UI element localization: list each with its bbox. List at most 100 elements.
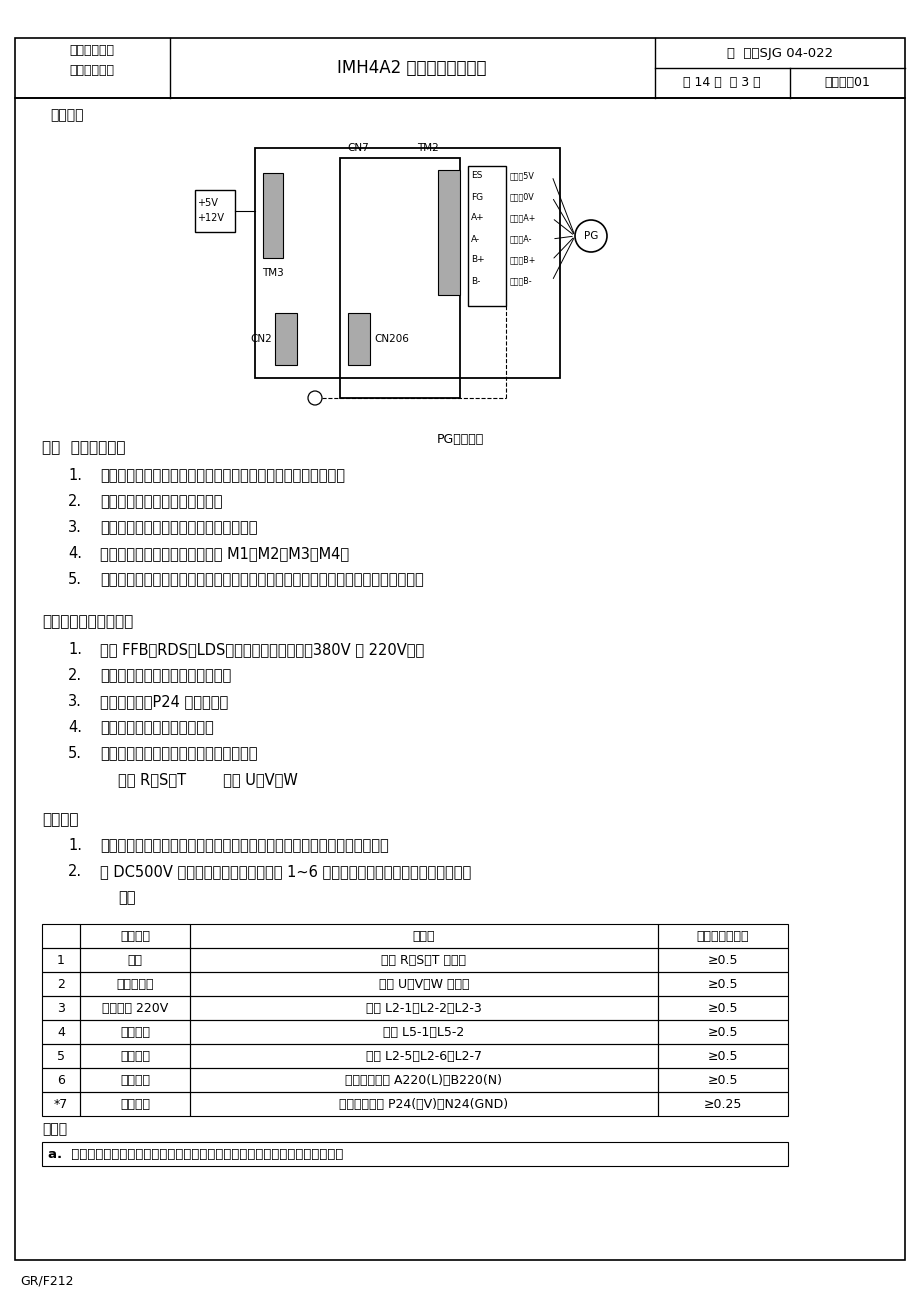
Bar: [190, 1019, 657, 1044]
Bar: [340, 158, 460, 398]
Bar: [657, 1044, 788, 1068]
Text: 端子 R、S、T 短接点: 端子 R、S、T 短接点: [381, 953, 466, 966]
Text: 端子 L2-1、L2-2、L2-3: 端子 L2-1、L2-2、L2-3: [366, 1001, 482, 1014]
Bar: [42, 1019, 80, 1044]
Bar: [42, 1142, 788, 1167]
Text: 信号回路: 信号回路: [119, 1098, 150, 1111]
Text: PG: PG: [584, 230, 597, 241]
Text: 编码器B-: 编码器B-: [509, 276, 532, 285]
Text: 3: 3: [57, 1001, 65, 1014]
Text: 1.: 1.: [68, 642, 82, 658]
Bar: [657, 1068, 788, 1092]
Text: 拆除变频器、P24 的接地线；: 拆除变频器、P24 的接地线；: [100, 694, 228, 710]
Text: 5.: 5.: [68, 572, 82, 587]
Text: 6: 6: [57, 1074, 65, 1086]
Bar: [437, 171, 460, 296]
Text: 4.: 4.: [68, 546, 82, 561]
Bar: [42, 1044, 80, 1068]
Text: 版本号：01: 版本号：01: [823, 77, 869, 90]
Text: TM2: TM2: [416, 143, 438, 154]
Text: 编码器0V: 编码器0V: [509, 193, 534, 202]
Text: 用 DC500V 直流高阻表分别测试下表中 1~6 项各回路与控制柜接地板之间的绝缘电: 用 DC500V 直流高阻表分别测试下表中 1~6 项各回路与控制柜接地板之间的…: [100, 865, 471, 879]
Text: ≥0.5: ≥0.5: [707, 1049, 737, 1062]
Text: ≥0.5: ≥0.5: [707, 1026, 737, 1039]
Bar: [42, 1068, 80, 1092]
Bar: [80, 1068, 190, 1092]
Bar: [80, 996, 190, 1019]
Text: 4.: 4.: [68, 720, 82, 736]
Text: 端子 U、V、W 短接点: 端子 U、V、W 短接点: [379, 978, 469, 991]
Text: ≥0.5: ≥0.5: [707, 953, 737, 966]
Bar: [190, 1044, 657, 1068]
Text: *7: *7: [54, 1098, 68, 1111]
Bar: [42, 948, 80, 973]
Text: 制动电阻: 制动电阻: [119, 1026, 150, 1039]
Text: TM3: TM3: [262, 268, 284, 279]
Bar: [15, 98, 904, 1260]
Bar: [190, 996, 657, 1019]
Bar: [42, 996, 80, 1019]
Text: 定位孔。: 定位孔。: [50, 108, 84, 122]
Text: 标准值（兆欧）: 标准值（兆欧）: [696, 930, 748, 943]
Text: 用线夹短接下列动力柜中的端子和元件：: 用线夹短接下列动力柜中的端子和元件：: [100, 746, 257, 760]
Text: 开关电源端子 P24(＋V)、N24(GND): 开关电源端子 P24(＋V)、N24(GND): [339, 1098, 508, 1111]
Text: 1.: 1.: [68, 838, 82, 853]
Text: 接上动力柜与控制柜的连接电缆 M1～M2，M3～M4；: 接上动力柜与控制柜的连接电缆 M1～M2，M3～M4；: [100, 546, 348, 561]
Text: 开关电源端子 A220(L)、B220(N): 开关电源端子 A220(L)、B220(N): [346, 1074, 502, 1086]
Text: 检查对照色线连接旋转编码器是否正确；: 检查对照色线连接旋转编码器是否正确；: [100, 519, 257, 535]
Bar: [468, 165, 505, 306]
Text: CN7: CN7: [346, 143, 369, 154]
Bar: [42, 973, 80, 996]
Text: ≥0.5: ≥0.5: [707, 1074, 737, 1086]
Bar: [190, 1068, 657, 1092]
Text: 编码器A+: 编码器A+: [509, 214, 536, 223]
Text: 将所有的开关置于正常状态；: 将所有的开关置于正常状态；: [100, 720, 213, 736]
Text: B+: B+: [471, 255, 484, 264]
Text: 控制回路: 控制回路: [119, 1074, 150, 1086]
Text: 2: 2: [57, 978, 65, 991]
Bar: [190, 948, 657, 973]
Text: ≥0.25: ≥0.25: [703, 1098, 742, 1111]
Bar: [80, 948, 190, 973]
Text: 工业有限公司: 工业有限公司: [70, 65, 114, 78]
Text: 电路名称: 电路名称: [119, 930, 150, 943]
Text: 3.: 3.: [68, 519, 82, 535]
Text: +5V: +5V: [197, 198, 218, 208]
Text: 3.: 3.: [68, 694, 82, 710]
Text: ES: ES: [471, 172, 482, 181]
Text: 照明回路 220V: 照明回路 220V: [102, 1001, 168, 1014]
Bar: [263, 173, 283, 258]
Text: 用模拟测试表量度下表中带（＊）的回路与控制柜接地板之间的绝缘电阻；: 用模拟测试表量度下表中带（＊）的回路与控制柜接地板之间的绝缘电阻；: [100, 838, 389, 853]
Text: CN206: CN206: [374, 335, 408, 344]
Text: 端子 R、S、T        端子 U、V、W: 端子 R、S、T 端子 U、V、W: [118, 772, 298, 786]
Text: IMH4A2 变频扶梯调试手册: IMH4A2 变频扶梯调试手册: [337, 59, 486, 77]
Text: 电动机回路: 电动机回路: [116, 978, 153, 991]
Text: PG卡接线图: PG卡接线图: [436, 434, 483, 447]
Text: 端子 L2-5、L2-6、L2-7: 端子 L2-5、L2-6、L2-7: [366, 1049, 482, 1062]
Text: 断开 FFB、RDS、LDS，断开机房电源开关（380V 和 220V）；: 断开 FFB、RDS、LDS，断开机房电源开关（380V 和 220V）；: [100, 642, 424, 658]
Bar: [80, 1044, 190, 1068]
Text: ≥0.5: ≥0.5: [707, 978, 737, 991]
Bar: [347, 312, 369, 365]
Text: CN2: CN2: [250, 335, 272, 344]
Bar: [80, 1019, 190, 1044]
Text: B-: B-: [471, 276, 480, 285]
Text: 2.: 2.: [68, 668, 82, 684]
Text: A-: A-: [471, 234, 480, 243]
Text: FG: FG: [471, 193, 482, 202]
Bar: [657, 996, 788, 1019]
Bar: [255, 148, 560, 378]
Text: 5.: 5.: [68, 746, 82, 760]
Text: a.  不要用高阻表对变频器的控制端子进行测试，否则将损坏变频器的电气元件。: a. 不要用高阻表对变频器的控制端子进行测试，否则将损坏变频器的电气元件。: [48, 1147, 343, 1160]
Text: 三、  现场调试准备: 三、 现场调试准备: [42, 440, 125, 454]
Text: 编码器B+: 编码器B+: [509, 255, 536, 264]
Text: 动力柜、控制柜通电之前，应先对照原理图检查接线是否正确；: 动力柜、控制柜通电之前，应先对照原理图检查接线是否正确；: [100, 467, 345, 483]
Bar: [657, 924, 788, 948]
Bar: [195, 190, 234, 232]
Bar: [80, 924, 190, 948]
Bar: [657, 973, 788, 996]
Text: 2.: 2.: [68, 493, 82, 509]
Text: 编码器5V: 编码器5V: [509, 172, 534, 181]
Bar: [42, 1092, 80, 1116]
Bar: [42, 924, 80, 948]
